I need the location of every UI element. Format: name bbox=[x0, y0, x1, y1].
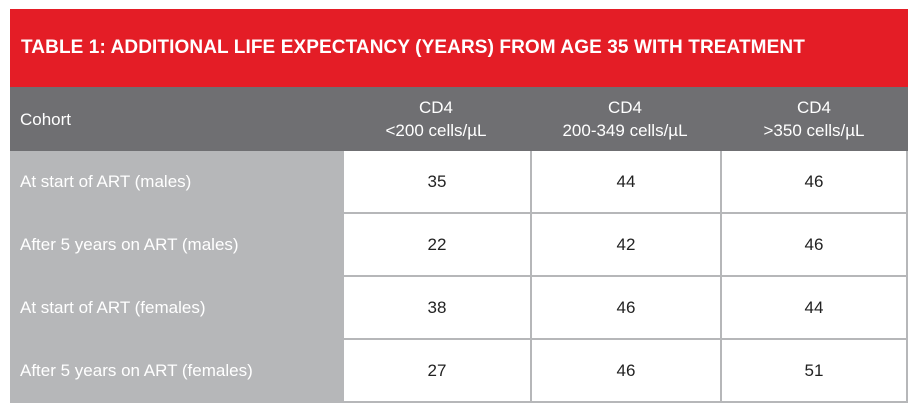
row-divider bbox=[10, 401, 908, 403]
row-label: At start of ART (females) bbox=[10, 277, 342, 338]
cell-value: 44 bbox=[720, 277, 908, 338]
cell-value: 44 bbox=[530, 151, 720, 212]
table-row: After 5 years on ART (males) 22 42 46 bbox=[10, 214, 908, 277]
header-line1: CD4 bbox=[418, 98, 453, 117]
row-label: After 5 years on ART (males) bbox=[10, 214, 342, 275]
table-row: After 5 years on ART (females) 27 46 51 bbox=[10, 340, 908, 403]
cell-value: 35 bbox=[342, 151, 530, 212]
header-cd4-over-350: CD4 >350 cells/µL bbox=[720, 87, 908, 151]
row-label: At start of ART (males) bbox=[10, 151, 342, 212]
cell-value: 46 bbox=[530, 277, 720, 338]
cell-value: 38 bbox=[342, 277, 530, 338]
row-divider bbox=[10, 212, 908, 214]
header-line1: CD4 bbox=[607, 98, 642, 117]
table-title: TABLE 1: ADDITIONAL LIFE EXPECTANCY (YEA… bbox=[10, 9, 908, 87]
cell-value: 42 bbox=[530, 214, 720, 275]
header-line2: 200-349 cells/µL bbox=[562, 121, 688, 140]
cell-value: 46 bbox=[720, 151, 908, 212]
header-cohort: Cohort bbox=[10, 87, 342, 151]
table-row: At start of ART (males) 35 44 46 bbox=[10, 151, 908, 214]
table-header-row: Cohort CD4 <200 cells/µL CD4 200-349 cel… bbox=[10, 87, 908, 151]
header-cd4-200-349: CD4 200-349 cells/µL bbox=[530, 87, 720, 151]
cell-value: 51 bbox=[720, 340, 908, 401]
cell-value: 46 bbox=[530, 340, 720, 401]
header-cd4-under-200: CD4 <200 cells/µL bbox=[342, 87, 530, 151]
row-divider bbox=[10, 338, 908, 340]
cell-value: 27 bbox=[342, 340, 530, 401]
header-line2: >350 cells/µL bbox=[763, 121, 865, 140]
header-line2: <200 cells/µL bbox=[385, 121, 487, 140]
cell-value: 22 bbox=[342, 214, 530, 275]
cell-value: 46 bbox=[720, 214, 908, 275]
row-divider bbox=[10, 275, 908, 277]
header-line1: CD4 bbox=[796, 98, 831, 117]
row-label: After 5 years on ART (females) bbox=[10, 340, 342, 401]
table-row: At start of ART (females) 38 46 44 bbox=[10, 277, 908, 340]
header-cohort-label: Cohort bbox=[20, 109, 72, 129]
